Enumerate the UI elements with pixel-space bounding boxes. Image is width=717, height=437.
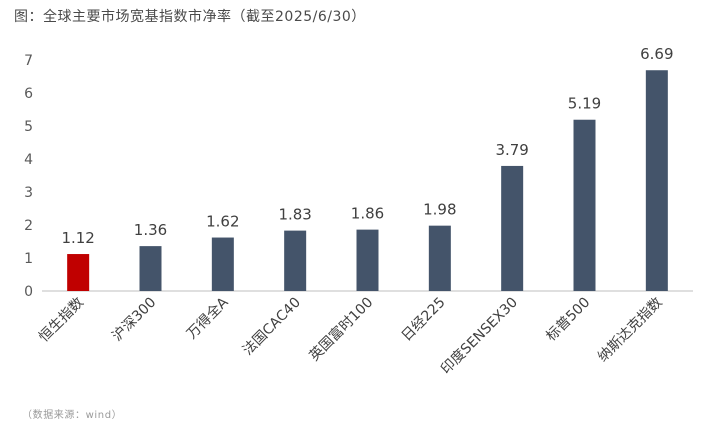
data-label: 1.98 (423, 201, 456, 219)
y-tick-label: 7 (24, 53, 33, 69)
data-label: 3.79 (495, 141, 528, 159)
data-source-note: （数据来源：wind） (22, 410, 123, 421)
bar (501, 165, 524, 291)
x-tick-label: 印度SENSEX30 (438, 295, 521, 378)
x-tick-label: 恒生指数 (36, 295, 87, 346)
data-label: 1.36 (134, 221, 167, 239)
data-label: 1.83 (278, 206, 311, 224)
y-tick-label: 2 (24, 218, 33, 234)
data-label: 1.86 (351, 205, 384, 223)
x-tick-label: 纳斯达克指数 (595, 295, 666, 366)
bar (67, 254, 90, 291)
y-tick-label: 3 (24, 185, 33, 201)
y-tick-label: 5 (24, 119, 33, 135)
x-tick-label: 万得全A (183, 294, 232, 343)
x-tick-label: 沪深300 (109, 295, 159, 345)
bar (211, 237, 234, 291)
y-tick-label: 1 (24, 251, 33, 267)
chart-title: 图：全球主要市场宽基指数市净率（截至2025/6/30） (14, 9, 366, 25)
bar (428, 225, 451, 291)
bar (573, 119, 596, 291)
y-tick-label: 6 (24, 86, 33, 102)
y-tick-label: 0 (24, 284, 33, 300)
bar (356, 229, 379, 291)
x-tick-label: 法国CAC40 (240, 295, 304, 359)
x-tick-label: 日经225 (399, 295, 449, 345)
data-label: 5.19 (568, 95, 601, 113)
bar (284, 230, 307, 291)
data-label: 1.62 (206, 213, 239, 231)
x-tick-label: 英国富时100 (306, 294, 377, 365)
data-label: 6.69 (640, 45, 673, 63)
data-label: 1.12 (61, 229, 94, 247)
bar (139, 246, 162, 291)
x-tick-label: 标普500 (543, 295, 593, 345)
y-tick-label: 4 (24, 152, 33, 168)
bar (645, 70, 668, 291)
